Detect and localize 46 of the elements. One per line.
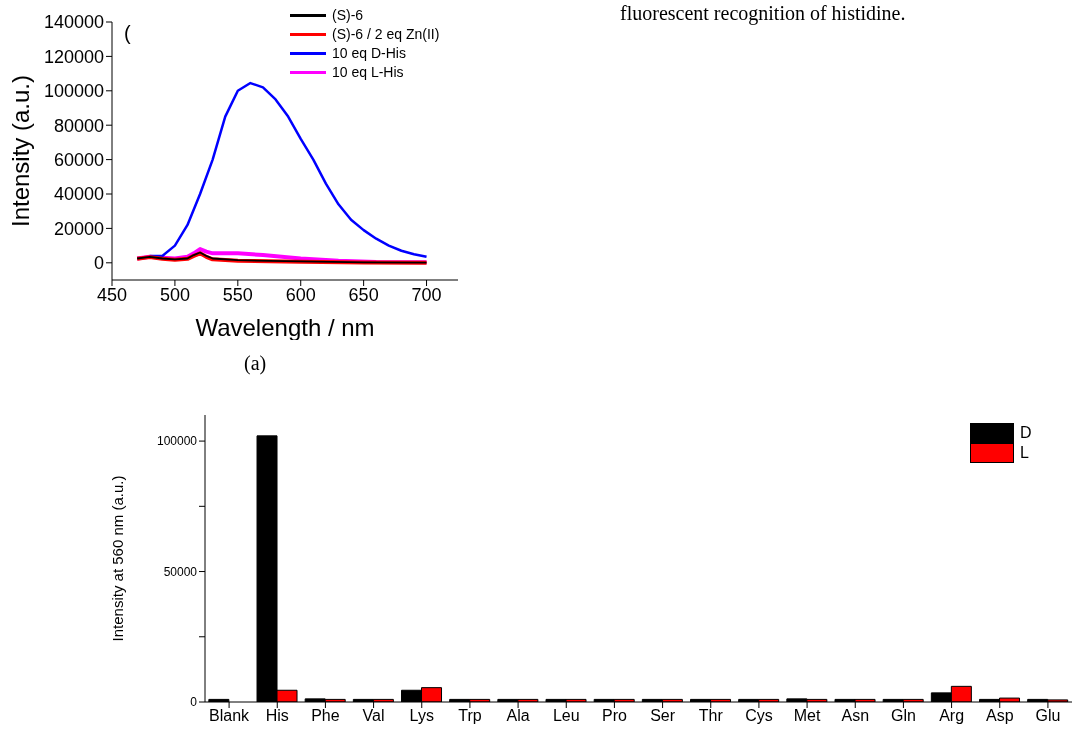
y-tick-label: 80000 <box>53 115 104 136</box>
x-tick-label: Pro <box>601 707 627 725</box>
legend-label: 10 eq L-His <box>332 63 404 82</box>
y-tick-label: 0 <box>190 695 198 710</box>
x-tick-label: 700 <box>411 284 442 305</box>
x-tick-label: Leu <box>552 707 580 725</box>
y-tick-label: 140000 <box>43 12 104 33</box>
x-tick-label: 450 <box>96 284 128 305</box>
y-tick-label: 120000 <box>43 46 104 67</box>
x-tick-label: Phe <box>311 707 340 725</box>
y-tick-label: 60000 <box>53 149 104 170</box>
x-tick-label: Trp <box>458 707 482 725</box>
x-tick-label: Ser <box>650 707 676 725</box>
x-tick-label: Arg <box>939 707 965 725</box>
text: (a) <box>244 352 267 375</box>
x-tick-label: Ala <box>506 707 530 725</box>
x-tick-label: Cys <box>745 707 773 725</box>
text: fluorescent recognition of histidine. <box>620 2 906 25</box>
x-tick-label: Lys <box>409 707 434 725</box>
x-tick-label: Gln <box>890 707 916 725</box>
x-tick-label: 650 <box>348 284 379 305</box>
y-axis-title: Intensity (a.u.) <box>6 74 34 228</box>
y-tick-label: 50000 <box>163 564 198 579</box>
y-tick-label: 20000 <box>53 218 104 239</box>
y-tick-label: 100000 <box>156 434 198 449</box>
legend-label: D <box>1020 423 1032 443</box>
y-axis-title: Intensity at 560 nm (a.u.) <box>109 475 127 642</box>
legend-label: L <box>1020 443 1029 463</box>
x-tick-label: Asn <box>841 707 870 725</box>
x-tick-label: 600 <box>285 284 316 305</box>
x-tick-label: 550 <box>222 284 253 305</box>
legend-label: (S)-6 <box>332 6 364 25</box>
x-tick-label: Thr <box>698 707 724 725</box>
y-tick-label: 100000 <box>43 81 104 102</box>
legend-label: 10 eq D-His <box>332 44 406 63</box>
y-tick-label: 40000 <box>53 184 104 205</box>
x-tick-label: His <box>265 707 289 725</box>
x-tick-label: 500 <box>159 284 190 305</box>
legend-label: (S)-6 / 2 eq Zn(II) <box>332 25 440 44</box>
x-tick-label: Met <box>793 707 821 725</box>
annotation: ( <box>124 22 131 45</box>
y-tick-label: 0 <box>93 253 104 274</box>
x-tick-label: Asp <box>985 707 1014 725</box>
x-tick-label: Blank <box>209 707 251 725</box>
x-tick-label: Glu <box>1035 707 1061 725</box>
x-tick-label: Val <box>362 707 385 725</box>
